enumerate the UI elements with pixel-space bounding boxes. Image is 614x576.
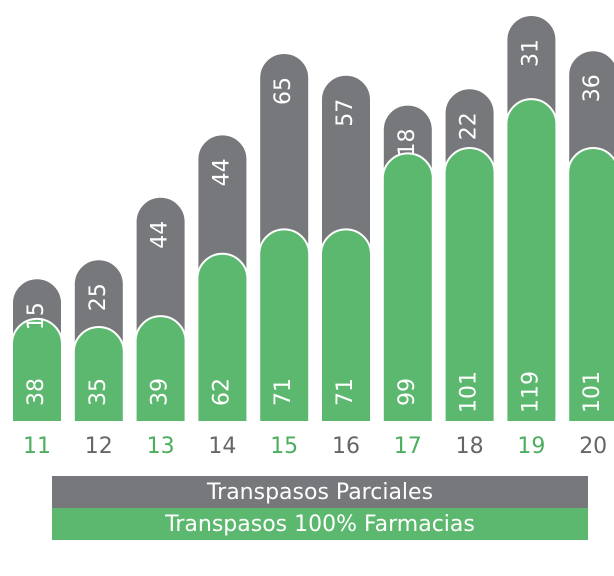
bar-segment [505, 14, 558, 126]
bar-segment [72, 326, 125, 423]
value-label: 119 [518, 371, 543, 413]
value-label: 38 [24, 378, 49, 406]
legend-swatch [52, 476, 588, 508]
x-tick-label: 16 [332, 434, 360, 459]
value-label: 71 [271, 378, 296, 406]
bar-segment [11, 317, 63, 423]
x-tick-label: 15 [270, 434, 298, 459]
bar-segment [196, 133, 249, 280]
x-tick-label: 12 [85, 434, 113, 459]
bar-segment [72, 258, 125, 354]
x-tick-label: 11 [23, 434, 51, 459]
value-label: 101 [580, 371, 605, 413]
value-label: 65 [271, 77, 296, 105]
value-label: 71 [333, 378, 358, 406]
value-label: 101 [457, 371, 482, 413]
bar-segment [196, 252, 249, 423]
bar-segment [567, 49, 614, 174]
value-label: 62 [209, 378, 234, 406]
bar-segment [258, 52, 311, 256]
value-label: 57 [333, 99, 358, 127]
bar-segment [134, 195, 187, 343]
bar-segment [134, 315, 187, 423]
legend-swatch [52, 508, 588, 540]
value-label: 25 [86, 283, 111, 311]
x-tick-label: 18 [456, 434, 484, 459]
value-label: 18 [395, 129, 420, 157]
value-label: 44 [148, 221, 173, 249]
value-label: 35 [86, 378, 111, 406]
x-tick-label: 13 [147, 434, 175, 459]
bar-segment [258, 228, 311, 423]
value-label: 99 [395, 378, 420, 406]
value-label: 44 [209, 158, 234, 186]
bar-segment [320, 228, 372, 423]
x-tick-label: 20 [579, 434, 607, 459]
bar-segment [505, 98, 558, 423]
x-tick-label: 17 [394, 434, 422, 459]
bar-segment [567, 147, 614, 423]
legend-label: Transpasos 100% Farmacias [164, 512, 475, 537]
bar-segment [381, 152, 434, 423]
bar-segment [320, 73, 372, 256]
legend-label: Transpasos Parciales [206, 480, 433, 505]
x-tick-label: 19 [517, 434, 545, 459]
value-label: 31 [518, 39, 543, 67]
value-label: 36 [580, 74, 605, 102]
value-label: 39 [148, 378, 173, 406]
value-label: 15 [24, 302, 49, 330]
value-label: 22 [457, 112, 482, 140]
bar-segment [443, 147, 496, 423]
x-tick-label: 14 [208, 434, 236, 459]
